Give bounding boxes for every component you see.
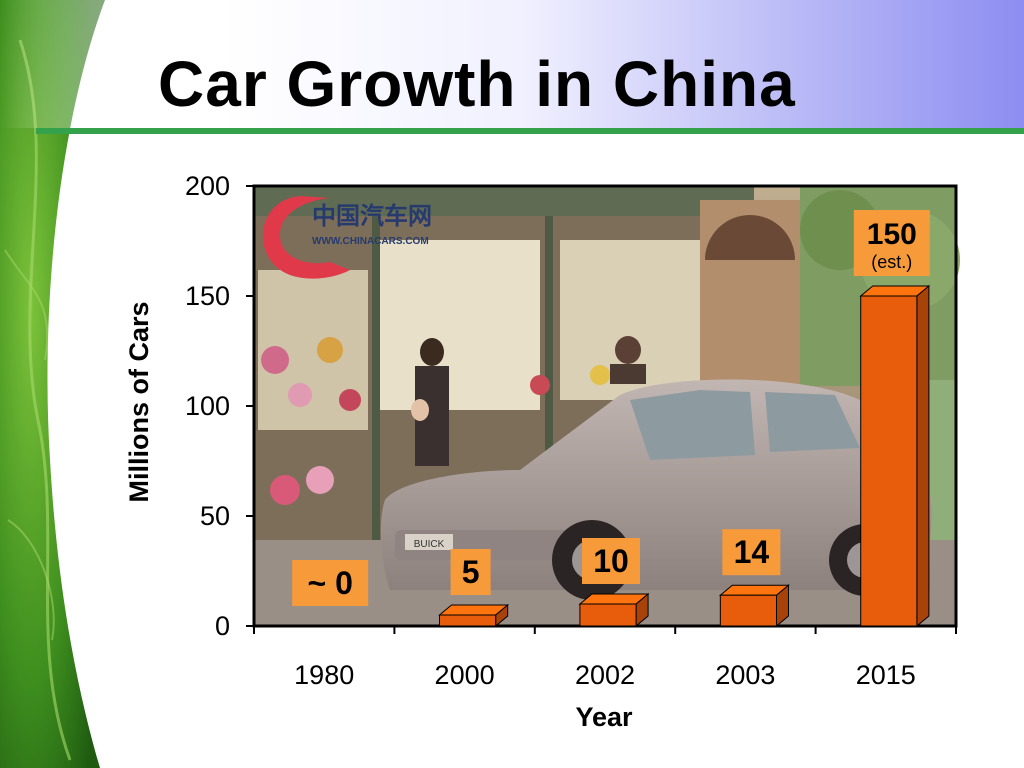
bar xyxy=(579,603,637,627)
y-tick-label: 150 xyxy=(185,281,230,311)
data-label-box xyxy=(450,549,491,595)
y-tick-label: 50 xyxy=(200,501,230,531)
bar-side xyxy=(916,284,930,628)
x-axis-title: Year xyxy=(575,702,633,732)
data-label: 5 xyxy=(462,554,480,590)
chinacars-logo-icon xyxy=(262,196,350,279)
title-divider xyxy=(36,128,1024,134)
y-axis-title: Millions of Cars xyxy=(124,301,154,502)
y-tick-label: 0 xyxy=(215,611,230,641)
data-label-box xyxy=(292,560,369,606)
data-label-box xyxy=(582,538,640,584)
x-axis-ticks: 1980 2000 2002 2003 2015 xyxy=(253,626,957,690)
data-label-box xyxy=(722,529,781,576)
bar xyxy=(860,295,918,627)
data-label: 10 xyxy=(593,543,629,579)
x-tick-label: 2000 xyxy=(435,660,495,690)
y-tick-label: 200 xyxy=(185,171,230,201)
data-label: 14 xyxy=(734,534,770,570)
bar xyxy=(439,614,497,627)
x-tick-label: 2003 xyxy=(715,660,775,690)
x-tick-label: 2002 xyxy=(575,660,635,690)
y-axis-ticks: 0 50 100 150 200 xyxy=(185,171,254,641)
data-label-annotation: (est.) xyxy=(871,252,912,272)
data-label: ~ 0 xyxy=(308,565,353,601)
license-plate-text: BUICK xyxy=(414,539,445,550)
y-tick-label: 100 xyxy=(185,391,230,421)
data-label-box xyxy=(853,210,930,276)
x-tick-label: 2015 xyxy=(856,660,916,690)
slide-title: Car Growth in China xyxy=(158,48,796,120)
bars xyxy=(438,284,931,628)
logo-url-text: WWW.CHINACARS.COM xyxy=(312,236,429,247)
bar xyxy=(719,594,777,627)
data-labels: ~ 0 5 10 14 150(est.) xyxy=(292,210,930,606)
title-band xyxy=(0,0,1024,128)
x-tick-label: 1980 xyxy=(294,660,354,690)
logo-text: 中国汽车网 xyxy=(312,202,432,230)
data-label: 150 xyxy=(867,218,917,251)
